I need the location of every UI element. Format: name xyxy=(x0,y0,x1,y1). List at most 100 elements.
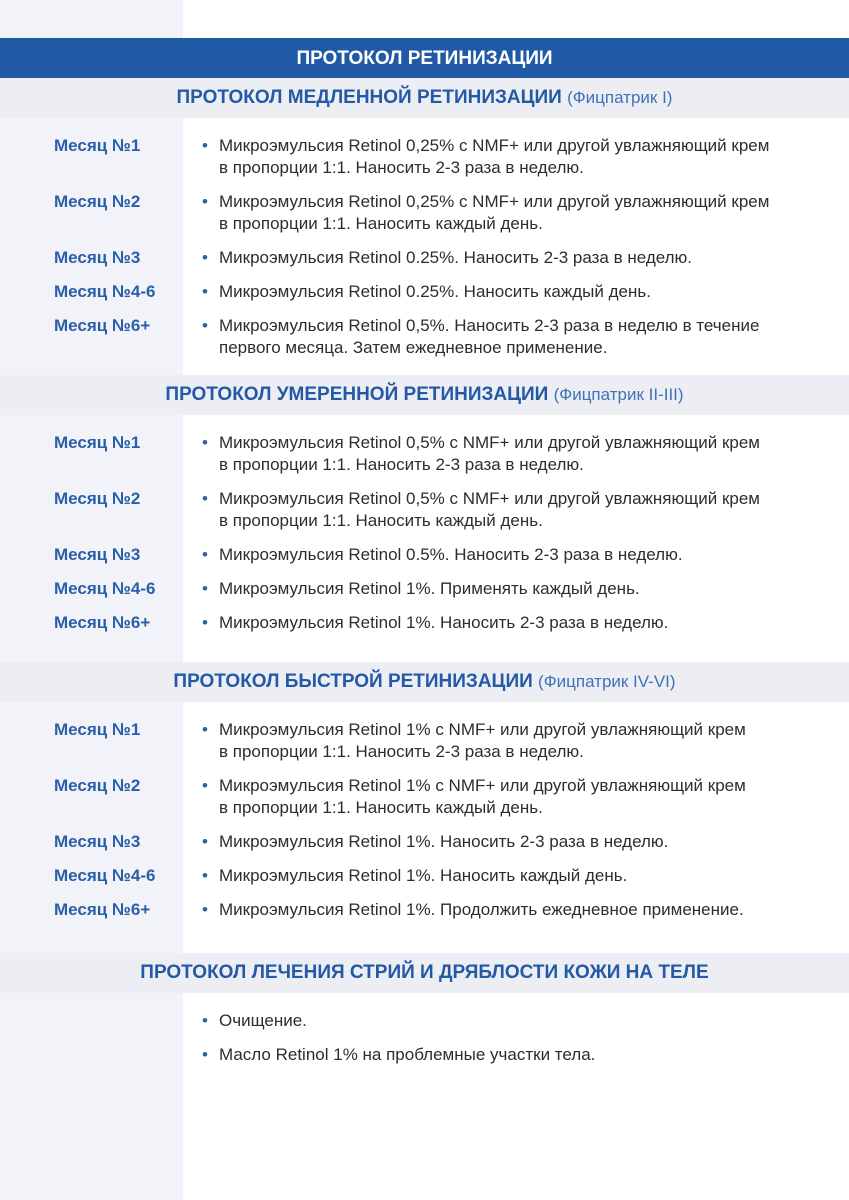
section-subtitle: (Фицпатрик II-III) xyxy=(553,385,684,404)
text-line: в пропорции 1:1. Наносить каждый день. xyxy=(219,214,543,233)
protocol-row: Месяц №1 • Микроэмульсия Retinol 0,5% с NM… xyxy=(0,432,849,476)
bullet-icon: • xyxy=(202,136,208,155)
section-title: ПРОТОКОЛ БЫСТРОЙ РЕТИНИЗАЦИИ xyxy=(173,671,533,692)
text-line: Масло Retinol 1% на проблемные участки т… xyxy=(219,1045,596,1064)
text-line: Микроэмульсия Retinol 1% с NMF+ или друг… xyxy=(219,720,746,739)
text-line: в пропорции 1:1. Наносить каждый день. xyxy=(219,511,543,530)
section-rows: Месяц №1 • Микроэмульсия Retinol 0,25% с N… xyxy=(0,135,849,371)
text-line: Очищение. xyxy=(219,1011,307,1030)
bullet-icon: • xyxy=(202,1045,208,1064)
protocol-text: Микроэмульсия Retinol 0,5% с NMF+ или др… xyxy=(219,432,849,476)
protocol-row: Месяц №1 • Микроэмульсия Retinol 0,25% с N… xyxy=(0,135,849,179)
protocol-text: Микроэмульсия Retinol 0,5%. Наносить 2-3… xyxy=(219,315,849,359)
protocol-text: Микроэмульсия Retinol 0,25% с NMF+ или д… xyxy=(219,191,849,235)
month-label: Месяц №1 xyxy=(54,433,141,452)
section-subtitle: (Фицпатрик IV-VI) xyxy=(538,672,676,691)
section-title: ПРОТОКОЛ МЕДЛЕННОЙ РЕТИНИЗАЦИИ xyxy=(176,87,562,108)
protocol-row: Месяц №2 • Микроэмульсия Retinol 1% с NMF+… xyxy=(0,775,849,819)
section-header: ПРОТОКОЛ МЕДЛЕННОЙ РЕТИНИЗАЦИИ (Фицпатри… xyxy=(0,78,849,118)
text-line: Микроэмульсия Retinol 1%. Применять кажд… xyxy=(219,579,640,598)
text-line: в пропорции 1:1. Наносить 2-3 раза в нед… xyxy=(219,455,584,474)
bullet-icon: • xyxy=(202,1011,208,1030)
protocol-row: • Масло Retinol 1% на проблемные участки … xyxy=(0,1044,849,1066)
protocol-row: Месяц №3 • Микроэмульсия Retinol 0.5%. Нан… xyxy=(0,544,849,566)
text-line: в пропорции 1:1. Наносить 2-3 раза в нед… xyxy=(219,742,584,761)
section-rows: Месяц №1 • Микроэмульсия Retinol 1% с NMF+… xyxy=(0,719,849,933)
section-header: ПРОТОКОЛ ЛЕЧЕНИЯ СТРИЙ И ДРЯБЛОСТИ КОЖИ … xyxy=(0,953,849,993)
text-line: Микроэмульсия Retinol 1%. Продолжить еже… xyxy=(219,900,744,919)
month-label: Месяц №3 xyxy=(54,248,141,267)
protocol-text: Микроэмульсия Retinol 1%. Наносить кажды… xyxy=(219,865,849,887)
bullet-icon: • xyxy=(202,776,208,795)
month-label: Месяц №2 xyxy=(54,489,141,508)
protocol-text: Микроэмульсия Retinol 0,5% с NMF+ или др… xyxy=(219,488,849,532)
month-label: Месяц №1 xyxy=(54,136,141,155)
bullet-icon: • xyxy=(202,545,208,564)
protocol-text: Масло Retinol 1% на проблемные участки т… xyxy=(219,1044,849,1066)
protocol-row: • Очищение. xyxy=(0,1010,849,1032)
month-label: Месяц №1 xyxy=(54,720,141,739)
bullet-icon: • xyxy=(202,613,208,632)
section-rows: • Очищение. • Масло Retinol 1% на проблемны… xyxy=(0,1010,849,1078)
text-line: Микроэмульсия Retinol 0,25% с NMF+ или д… xyxy=(219,136,770,155)
text-line: Микроэмульсия Retinol 1%. Наносить 2-3 р… xyxy=(219,832,669,851)
protocol-text: Микроэмульсия Retinol 0.25%. Наносить 2-… xyxy=(219,247,849,269)
bullet-icon: • xyxy=(202,720,208,739)
section-title: ПРОТОКОЛ ЛЕЧЕНИЯ СТРИЙ И ДРЯБЛОСТИ КОЖИ … xyxy=(140,962,709,983)
bullet-icon: • xyxy=(202,900,208,919)
text-line: Микроэмульсия Retinol 0,5% с NMF+ или др… xyxy=(219,489,760,508)
bullet-icon: • xyxy=(202,579,208,598)
protocol-row: Месяц №4-6 • Микроэмульсия Retinol 1%. Нан… xyxy=(0,865,849,887)
protocol-text: Микроэмульсия Retinol 1% с NMF+ или друг… xyxy=(219,775,849,819)
protocol-row: Месяц №6+ • Микроэмульсия Retinol 0,5%. На… xyxy=(0,315,849,359)
protocol-text: Микроэмульсия Retinol 1%. Наносить 2-3 р… xyxy=(219,612,849,634)
protocol-row: Месяц №6+ • Микроэмульсия Retinol 1%. Прод… xyxy=(0,899,849,921)
protocol-text: Микроэмульсия Retinol 0,25% с NMF+ или д… xyxy=(219,135,849,179)
protocol-row: Месяц №2 • Микроэмульсия Retinol 0,5% с NM… xyxy=(0,488,849,532)
protocol-text: Микроэмульсия Retinol 1% с NMF+ или друг… xyxy=(219,719,849,763)
protocol-text: Микроэмульсия Retinol 1%. Продолжить еже… xyxy=(219,899,849,921)
month-label: Месяц №2 xyxy=(54,192,141,211)
protocol-row: Месяц №3 • Микроэмульсия Retinol 1%. Нанос… xyxy=(0,831,849,853)
bullet-icon: • xyxy=(202,192,208,211)
month-label: Месяц №2 xyxy=(54,776,141,795)
month-label: Месяц №6+ xyxy=(54,316,151,335)
bullet-icon: • xyxy=(202,832,208,851)
protocol-text: Очищение. xyxy=(219,1010,849,1032)
text-line: Микроэмульсия Retinol 0.25%. Наносить 2-… xyxy=(219,248,693,267)
sidebar-strip xyxy=(0,0,183,1200)
month-label: Месяц №4-6 xyxy=(54,282,156,301)
section-subtitle: (Фицпатрик I) xyxy=(567,88,673,107)
bullet-icon: • xyxy=(202,433,208,452)
bullet-icon: • xyxy=(202,248,208,267)
section-rows: Месяц №1 • Микроэмульсия Retinol 0,5% с NM… xyxy=(0,432,849,646)
text-line: Микроэмульсия Retinol 0.5%. Наносить 2-3… xyxy=(219,545,683,564)
month-label: Месяц №6+ xyxy=(54,613,151,632)
text-line: в пропорции 1:1. Наносить каждый день. xyxy=(219,798,543,817)
protocol-row: Месяц №1 • Микроэмульсия Retinol 1% с NMF+… xyxy=(0,719,849,763)
month-label: Месяц №4-6 xyxy=(54,579,156,598)
text-line: Микроэмульсия Retinol 1% с NMF+ или друг… xyxy=(219,776,746,795)
protocol-row: Месяц №2 • Микроэмульсия Retinol 0,25% с N… xyxy=(0,191,849,235)
protocol-row: Месяц №3 • Микроэмульсия Retinol 0.25%. На… xyxy=(0,247,849,269)
month-label: Месяц №4-6 xyxy=(54,866,156,885)
protocol-text: Микроэмульсия Retinol 1%. Наносить 2-3 р… xyxy=(219,831,849,853)
bullet-icon: • xyxy=(202,866,208,885)
text-line: Микроэмульсия Retinol 0.25%. Наносить ка… xyxy=(219,282,651,301)
month-label: Месяц №3 xyxy=(54,832,141,851)
section-title: ПРОТОКОЛ УМЕРЕННОЙ РЕТИНИЗАЦИИ xyxy=(165,384,549,405)
month-label: Месяц №3 xyxy=(54,545,141,564)
bullet-icon: • xyxy=(202,316,208,335)
section-header: ПРОТОКОЛ УМЕРЕННОЙ РЕТИНИЗАЦИИ (Фицпатри… xyxy=(0,375,849,415)
bullet-icon: • xyxy=(202,282,208,301)
protocol-row: Месяц №4-6 • Микроэмульсия Retinol 0.25%. … xyxy=(0,281,849,303)
text-line: Микроэмульсия Retinol 1%. Наносить кажды… xyxy=(219,866,628,885)
bullet-icon: • xyxy=(202,489,208,508)
text-line: первого месяца. Затем ежедневное примене… xyxy=(219,338,608,357)
text-line: в пропорции 1:1. Наносить 2-3 раза в нед… xyxy=(219,158,584,177)
text-line: Микроэмульсия Retinol 1%. Наносить 2-3 р… xyxy=(219,613,669,632)
protocol-row: Месяц №4-6 • Микроэмульсия Retinol 1%. При… xyxy=(0,578,849,600)
protocol-text: Микроэмульсия Retinol 0.25%. Наносить ка… xyxy=(219,281,849,303)
section-header: ПРОТОКОЛ БЫСТРОЙ РЕТИНИЗАЦИИ (Фицпатрик … xyxy=(0,662,849,702)
text-line: Микроэмульсия Retinol 0,25% с NMF+ или д… xyxy=(219,192,770,211)
